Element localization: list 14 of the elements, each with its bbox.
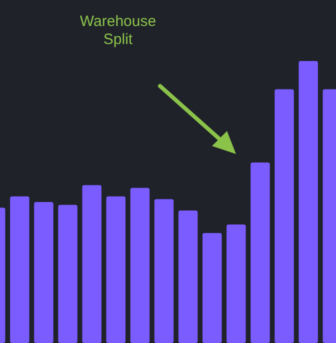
bar bbox=[82, 185, 102, 343]
bar bbox=[298, 61, 318, 343]
bar bbox=[202, 233, 222, 343]
bar bbox=[226, 224, 246, 343]
bar bbox=[154, 199, 174, 343]
bar bbox=[274, 89, 294, 343]
bar bbox=[58, 204, 78, 343]
bar bbox=[10, 196, 30, 343]
text: Warehouse Split bbox=[80, 13, 156, 48]
bar bbox=[130, 188, 150, 343]
bar bbox=[106, 196, 126, 343]
bar bbox=[250, 162, 270, 343]
bar bbox=[178, 210, 198, 343]
bar bbox=[34, 202, 54, 343]
